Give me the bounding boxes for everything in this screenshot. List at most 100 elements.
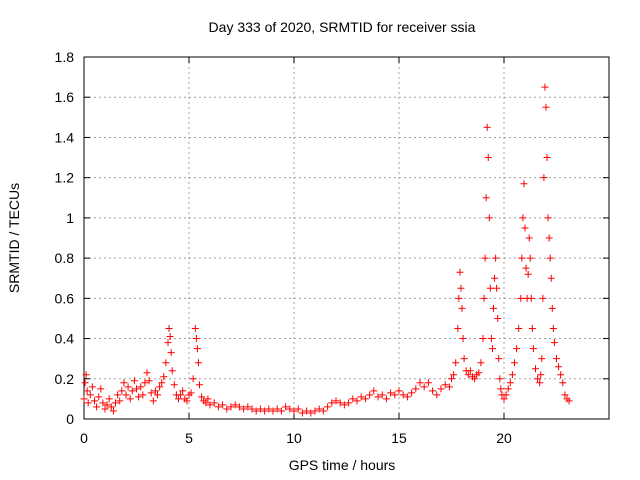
data-point: [549, 325, 557, 332]
y-tick-label: 0.2: [55, 371, 75, 387]
data-point: [168, 367, 176, 375]
data-point: [445, 383, 453, 391]
data-point: [526, 254, 534, 262]
data-point: [166, 333, 174, 341]
data-point: [196, 381, 203, 389]
data-point: [315, 405, 323, 413]
data-point: [80, 395, 88, 403]
data-point: [497, 385, 505, 393]
data-point: [210, 399, 218, 407]
data-point: [214, 403, 222, 411]
data-point: [93, 403, 101, 411]
data-point: [408, 389, 416, 397]
data-point: [328, 399, 336, 407]
data-point: [97, 385, 105, 393]
data-point: [460, 355, 468, 363]
data-point: [286, 405, 294, 413]
data-point: [557, 371, 565, 379]
data-point: [128, 387, 136, 395]
data-point: [547, 274, 555, 282]
y-axis-label: SRMTID / TECUs: [6, 183, 22, 293]
data-point: [366, 391, 374, 399]
data-point: [433, 391, 441, 399]
data-point: [454, 325, 462, 332]
data-point: [370, 387, 378, 395]
data-point: [496, 375, 504, 383]
data-point: [256, 405, 264, 413]
data-point: [294, 405, 302, 413]
data-point: [528, 325, 536, 332]
data-point: [565, 397, 573, 405]
data-point: [540, 174, 548, 182]
data-point: [420, 383, 428, 391]
data-point: [349, 395, 357, 403]
data-point: [495, 355, 503, 363]
y-tick-label: 1: [66, 210, 74, 226]
data-point: [324, 403, 332, 411]
data-point: [141, 379, 149, 387]
data-point: [130, 377, 138, 385]
data-point: [548, 304, 556, 312]
data-point: [424, 379, 432, 387]
data-point: [175, 395, 182, 403]
data-point: [143, 369, 151, 377]
data-point: [429, 387, 437, 395]
data-point: [527, 294, 535, 302]
data-point: [457, 284, 465, 292]
data-point: [387, 389, 395, 397]
data-point: [513, 345, 521, 353]
data-point: [95, 393, 103, 401]
data-point: [177, 391, 185, 399]
data-point: [448, 375, 455, 383]
data-point: [481, 254, 489, 262]
data-point: [135, 393, 143, 401]
data-point: [223, 405, 231, 413]
data-point: [101, 405, 109, 413]
data-point: [133, 385, 140, 393]
data-point: [455, 294, 463, 302]
data-point: [81, 379, 89, 387]
data-point: [378, 391, 386, 399]
data-point: [534, 375, 542, 383]
data-point: [471, 375, 479, 383]
data-point: [164, 339, 172, 347]
data-point: [252, 407, 260, 415]
data-point: [345, 399, 353, 407]
data-point: [84, 399, 92, 407]
data-point: [340, 401, 348, 409]
data-point: [480, 294, 488, 302]
data-point: [479, 335, 487, 343]
data-point: [550, 339, 558, 347]
data-point: [124, 383, 132, 391]
data-point: [544, 214, 552, 222]
data-point: [227, 403, 235, 411]
data-point: [126, 395, 134, 403]
data-point: [437, 385, 445, 393]
data-point: [231, 401, 239, 409]
x-tick-label: 10: [286, 430, 302, 446]
data-point: [542, 103, 550, 111]
data-point: [395, 387, 403, 395]
data-point: [91, 397, 98, 405]
data-point: [519, 214, 527, 222]
data-point: [483, 123, 491, 131]
data-point: [541, 83, 549, 91]
data-point: [452, 359, 460, 367]
data-point: [103, 401, 111, 409]
data-point: [538, 355, 546, 363]
data-point: [391, 391, 399, 399]
data-point: [122, 391, 130, 399]
data-point: [475, 369, 483, 377]
data-point: [191, 325, 199, 332]
data-point: [118, 387, 126, 395]
data-point: [277, 407, 285, 415]
y-tick-label: 0: [66, 411, 74, 427]
x-tick-label: 5: [185, 430, 193, 446]
data-point: [149, 397, 157, 405]
data-point: [145, 377, 153, 385]
data-point: [543, 154, 551, 162]
y-tick-label: 0.6: [55, 290, 75, 306]
data-point: [109, 407, 117, 415]
data-point: [86, 391, 94, 399]
data-point: [441, 381, 449, 389]
